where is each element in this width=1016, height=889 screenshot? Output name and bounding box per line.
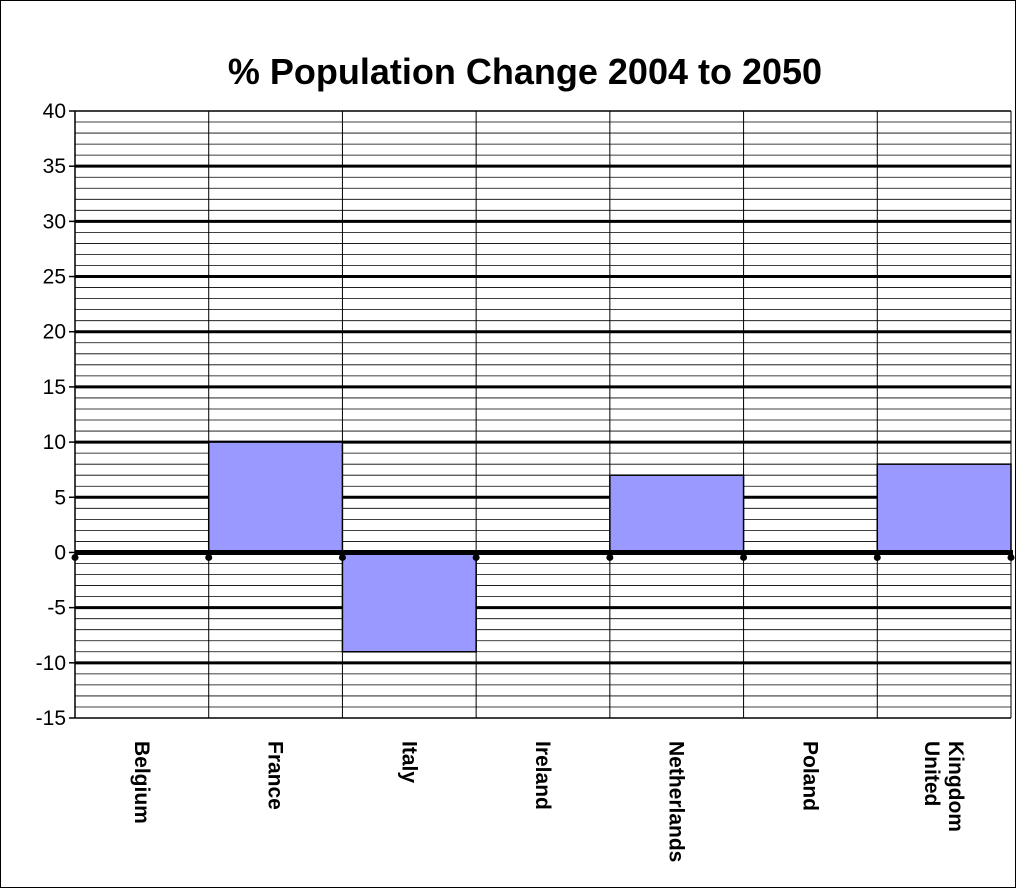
x-tick-label: France xyxy=(264,741,287,810)
x-tick-label: Belgium xyxy=(130,741,153,824)
y-tick-label: 5 xyxy=(54,486,66,509)
y-tick-label: 20 xyxy=(43,321,66,344)
x-tick-label-line: Italy xyxy=(397,741,420,783)
x-tick-label: Ireland xyxy=(531,741,554,810)
x-tick-label-line: Netherlands xyxy=(665,741,688,862)
category-tick-mark xyxy=(1007,553,1015,561)
x-tick-label-line: Poland xyxy=(798,741,821,811)
category-tick-mark xyxy=(71,553,79,561)
y-tick-label: 30 xyxy=(43,210,66,233)
category-tick-mark xyxy=(205,553,213,561)
category-tick-mark xyxy=(606,553,614,561)
x-tick-label-line: France xyxy=(264,741,287,810)
category-tick-mark xyxy=(472,553,480,561)
bar xyxy=(207,441,344,554)
y-tick-label: 10 xyxy=(43,431,66,454)
y-tick-label: -15 xyxy=(36,707,66,730)
y-axis-tick-labels: 40 35 30 25 20 15 10 5 0 -5 -10 -15 xyxy=(36,100,66,730)
y-tick-label: 25 xyxy=(43,266,66,289)
y-tick-label: 15 xyxy=(43,376,66,399)
y-tick-label: 35 xyxy=(43,155,66,178)
y-tick-label: 0 xyxy=(54,541,66,564)
gridlines xyxy=(75,110,1012,719)
chart-title: % Population Change 2004 to 2050 xyxy=(228,51,822,92)
plot-area xyxy=(75,111,1011,718)
x-tick-label-line: United xyxy=(920,741,943,806)
x-tick-label-line: Ireland xyxy=(531,741,554,810)
x-tick-label-line: Kingdom xyxy=(944,741,967,832)
y-tick-label: -10 xyxy=(36,652,66,675)
bar xyxy=(609,474,745,554)
category-tick-mark xyxy=(338,553,346,561)
x-axis-tick-labels: Belgium France Italy Ireland Netherlands Pola… xyxy=(130,741,967,862)
x-tick-label: Italy xyxy=(397,741,420,783)
bar xyxy=(341,551,477,653)
category-tick-mark xyxy=(740,553,748,561)
axes xyxy=(69,110,1015,719)
bars xyxy=(207,441,1012,653)
x-tick-label: Netherlands xyxy=(665,741,688,862)
x-tick-label: UnitedKingdom xyxy=(920,741,967,832)
category-tick-mark xyxy=(873,553,881,561)
x-tick-label-line: Belgium xyxy=(130,741,153,824)
y-tick-label: 40 xyxy=(43,100,66,123)
x-tick-label: Poland xyxy=(798,741,821,811)
bar xyxy=(876,463,1012,554)
y-tick-label: -5 xyxy=(47,597,66,620)
